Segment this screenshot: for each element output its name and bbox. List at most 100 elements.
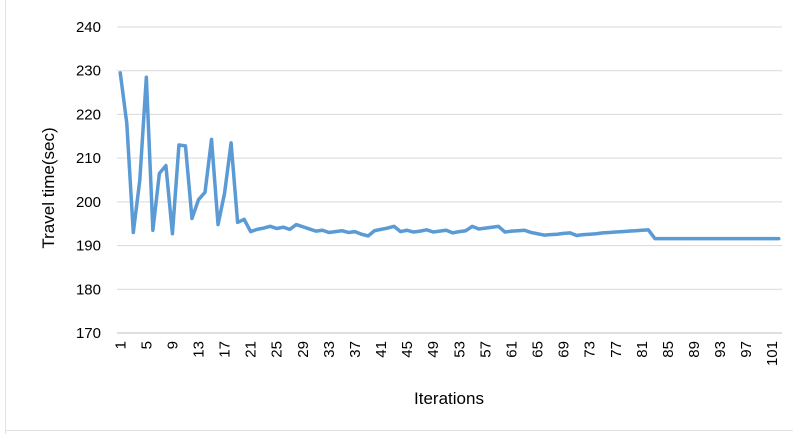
data-point <box>438 229 442 233</box>
data-point <box>705 237 709 241</box>
x-tick-label: 65 <box>530 341 547 358</box>
chart-frame-bottom-edge <box>5 430 793 431</box>
data-point <box>333 230 337 234</box>
data-point <box>157 171 161 175</box>
data-point <box>451 231 455 235</box>
data-point <box>138 178 142 182</box>
data-point <box>477 227 481 231</box>
data-point <box>444 228 448 232</box>
data-point <box>255 227 259 231</box>
data-point <box>418 229 422 233</box>
y-tick-label: 170 <box>76 325 101 342</box>
data-point <box>346 230 350 234</box>
x-tick-label: 69 <box>556 341 573 358</box>
data-point <box>301 225 305 229</box>
x-tick-label: 9 <box>164 341 181 349</box>
data-point <box>392 224 396 228</box>
data-point <box>659 237 663 241</box>
y-tick-label: 180 <box>76 281 101 298</box>
data-point <box>764 237 768 241</box>
data-point <box>386 226 390 230</box>
y-axis-tick-labels: 170 180 190 200 210 220 230 240 <box>76 19 101 342</box>
x-tick-label: 21 <box>243 341 260 358</box>
x-tick-label: 45 <box>399 341 416 358</box>
data-point <box>144 75 148 79</box>
data-point <box>366 234 370 238</box>
data-point <box>327 230 331 234</box>
gridlines <box>117 26 782 290</box>
x-tick-label: 25 <box>269 341 286 358</box>
x-tick-label: 81 <box>634 341 651 358</box>
x-axis-title: Iterations <box>414 389 484 408</box>
data-point <box>399 230 403 234</box>
data-point <box>692 237 696 241</box>
data-point <box>373 229 377 233</box>
data-point <box>405 228 409 232</box>
data-point <box>699 237 703 241</box>
x-tick-label: 49 <box>425 341 442 358</box>
data-point <box>555 232 559 236</box>
data-point <box>490 225 494 229</box>
data-point <box>620 230 624 234</box>
data-point <box>516 229 520 233</box>
data-point <box>379 227 383 231</box>
x-tick-label: 53 <box>451 341 468 358</box>
x-tick-label: 5 <box>138 341 155 349</box>
x-tick-label: 1 <box>112 341 129 349</box>
data-point <box>249 230 253 234</box>
data-point <box>470 224 474 228</box>
data-point <box>177 143 181 147</box>
data-point <box>431 230 435 234</box>
data-point <box>712 237 716 241</box>
x-tick-label: 13 <box>190 341 207 358</box>
data-point <box>125 121 129 125</box>
y-tick-label: 220 <box>76 106 101 123</box>
data-point <box>777 237 781 241</box>
data-point <box>770 237 774 241</box>
x-tick-label: 17 <box>217 341 234 358</box>
data-point <box>229 141 233 145</box>
data-point <box>542 233 546 237</box>
travel-time-series-line <box>118 71 781 241</box>
data-point <box>425 228 429 232</box>
data-point <box>340 229 344 233</box>
data-point <box>640 228 644 232</box>
x-tick-label: 57 <box>477 341 494 358</box>
data-point <box>281 225 285 229</box>
data-point <box>268 224 272 228</box>
data-point <box>751 237 755 241</box>
data-point <box>672 237 676 241</box>
x-tick-label: 41 <box>373 341 390 358</box>
data-point <box>216 223 220 227</box>
x-tick-label: 37 <box>347 341 364 358</box>
data-point <box>562 231 566 235</box>
series-layer <box>118 71 781 241</box>
data-point <box>738 237 742 241</box>
data-point <box>685 237 689 241</box>
data-point <box>210 137 214 141</box>
data-point <box>483 226 487 230</box>
data-point <box>731 237 735 241</box>
x-tick-label: 89 <box>686 341 703 358</box>
data-point <box>718 237 722 241</box>
chart-frame-left-edge <box>5 0 6 434</box>
data-point <box>196 198 200 202</box>
data-point <box>262 226 266 230</box>
y-tick-label: 240 <box>76 19 101 36</box>
data-point <box>594 232 598 236</box>
data-point <box>353 230 357 234</box>
data-point <box>536 232 540 236</box>
x-tick-label: 77 <box>608 341 625 358</box>
data-point <box>522 228 526 232</box>
data-point <box>646 228 650 232</box>
data-point <box>744 237 748 241</box>
data-point <box>464 229 468 233</box>
data-point <box>607 230 611 234</box>
data-point <box>170 232 174 236</box>
y-axis-title: Travel time(sec) <box>39 127 58 248</box>
y-tick-label: 210 <box>76 150 101 167</box>
data-point <box>666 237 670 241</box>
data-point <box>757 237 761 241</box>
data-point <box>320 228 324 232</box>
